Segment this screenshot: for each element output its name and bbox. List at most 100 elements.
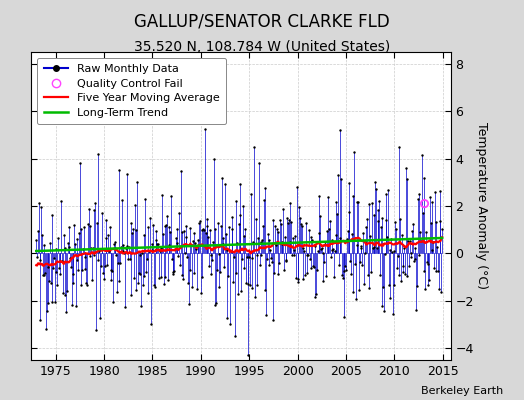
Point (352, 296, 360, 302)
Point (340, 268, 348, 274)
Point (48, 212, 57, 218)
Point (343, 236, 351, 242)
Point (167, 193, 175, 200)
Point (213, 267, 221, 273)
Point (244, 351, 252, 358)
Point (212, 300, 221, 306)
Point (310, 264, 318, 270)
Point (132, 226, 140, 233)
Point (215, 283, 224, 290)
Point (389, 311, 397, 317)
Point (287, 219, 296, 225)
Point (84, 206, 93, 213)
Point (35, 200, 43, 206)
Point (239, 265, 248, 272)
Point (368, 245, 377, 252)
Point (103, 262, 112, 268)
Point (98, 210, 106, 217)
Point (142, 268, 150, 275)
Point (223, 314, 231, 321)
Point (72, 236, 81, 243)
Point (345, 209, 354, 215)
Point (196, 290, 205, 296)
Point (310, 243, 319, 250)
Point (94, 257, 103, 263)
Text: 35.520 N, 108.784 W (United States): 35.520 N, 108.784 W (United States) (134, 40, 390, 54)
Point (202, 230, 210, 236)
Point (309, 263, 317, 270)
Point (205, 227, 214, 234)
Point (314, 230, 323, 236)
Point (258, 237, 266, 244)
Point (200, 227, 208, 233)
Point (413, 196, 422, 203)
Point (216, 269, 224, 276)
Point (113, 289, 121, 295)
Point (292, 275, 300, 282)
Point (93, 151, 102, 157)
Point (333, 211, 342, 218)
Point (407, 250, 415, 256)
Point (319, 278, 327, 284)
Point (91, 200, 100, 206)
Point (351, 261, 359, 267)
Point (206, 271, 215, 278)
Point (86, 223, 94, 230)
Point (132, 287, 140, 293)
Point (405, 263, 413, 270)
Point (390, 282, 399, 289)
Point (332, 199, 341, 206)
Point (377, 224, 385, 231)
Point (331, 248, 339, 254)
Point (128, 230, 136, 236)
Point (188, 283, 196, 290)
Point (90, 206, 98, 213)
Point (334, 172, 342, 179)
Point (420, 268, 429, 274)
Point (347, 231, 356, 238)
Point (377, 215, 386, 221)
Point (277, 241, 286, 247)
Point (77, 226, 85, 232)
Point (354, 199, 363, 206)
Point (338, 272, 346, 278)
Point (135, 252, 144, 258)
Point (45, 278, 53, 285)
Point (179, 276, 187, 282)
Point (75, 230, 83, 236)
Point (375, 197, 384, 204)
Point (250, 293, 259, 300)
Point (401, 271, 409, 277)
Point (357, 244, 366, 251)
Point (386, 247, 395, 253)
Point (259, 197, 268, 204)
Point (87, 245, 95, 251)
Point (146, 215, 154, 221)
Point (141, 196, 149, 202)
Point (294, 279, 303, 286)
Point (297, 220, 305, 227)
Point (181, 250, 189, 256)
Point (64, 224, 73, 230)
Point (73, 257, 82, 264)
Point (46, 240, 54, 246)
Point (362, 224, 370, 230)
Point (257, 252, 266, 258)
Point (247, 284, 256, 291)
Point (102, 217, 110, 224)
Point (316, 213, 324, 219)
Point (373, 245, 381, 252)
Point (193, 242, 202, 248)
Point (88, 277, 96, 283)
Point (199, 226, 208, 232)
Point (136, 271, 145, 277)
Point (111, 245, 119, 251)
Point (236, 212, 245, 218)
Point (204, 233, 212, 240)
Point (168, 269, 177, 275)
Point (308, 237, 316, 243)
Point (253, 282, 261, 288)
Point (298, 222, 306, 229)
Point (156, 245, 165, 252)
Point (54, 265, 63, 272)
